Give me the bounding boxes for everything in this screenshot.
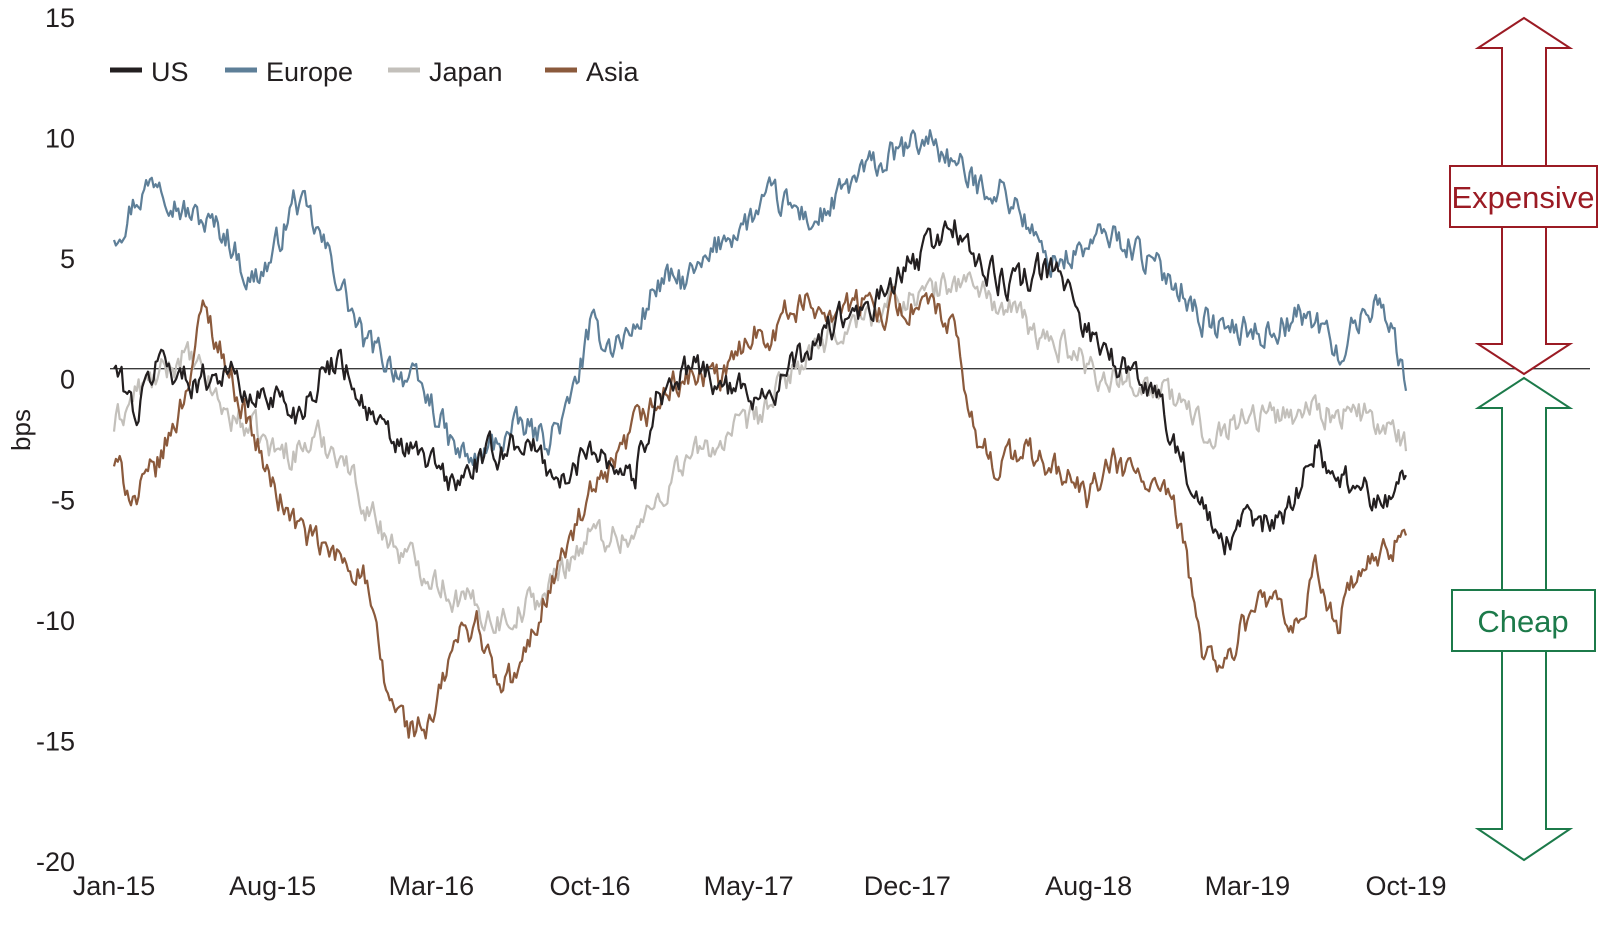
legend-label-europe: Europe (266, 57, 353, 87)
y-tick-label: -15 (36, 726, 75, 756)
x-tick-label: Aug-15 (229, 871, 316, 901)
y-tick-label: 0 (60, 365, 75, 395)
y-tick-label: 5 (60, 244, 75, 274)
legend-label-asia: Asia (586, 57, 640, 87)
valuation-arrows: Expensive Cheap (1449, 16, 1598, 862)
cheap-label-box (1451, 589, 1596, 652)
legend: US Europe Japan Asia (110, 57, 640, 87)
series-line-japan (112, 271, 1408, 634)
x-tick-label: May-17 (704, 871, 794, 901)
x-tick-label: Oct-16 (549, 871, 630, 901)
series-lines (112, 129, 1408, 740)
x-tick-label: Oct-19 (1365, 871, 1446, 901)
y-tick-label: 15 (45, 3, 75, 33)
y-tick-label: -5 (51, 485, 75, 515)
x-tick-label: Dec-17 (864, 871, 951, 901)
series-line-asia (112, 286, 1408, 740)
series-line-us (113, 219, 1407, 556)
legend-label-us: US (151, 57, 189, 87)
x-tick-label: Aug-18 (1045, 871, 1132, 901)
expensive-label: Expensive (1451, 180, 1594, 215)
y-tick-label: 10 (45, 124, 75, 154)
cheap-label: Cheap (1477, 604, 1568, 639)
x-tick-label: Jan-15 (73, 871, 156, 901)
expensive-label-box (1449, 165, 1598, 228)
y-tick-label: -20 (36, 847, 75, 877)
y-axis: 15 10 5 0 -5 -10 -15 -20 (36, 3, 75, 877)
y-tick-label: -10 (36, 606, 75, 636)
x-axis: Jan-15 Aug-15 Mar-16 Oct-16 May-17 Dec-17 Aug-… (73, 871, 1447, 901)
x-tick-label: Mar-16 (389, 871, 475, 901)
series-line-europe (112, 129, 1408, 466)
legend-label-japan: Japan (429, 57, 503, 87)
x-tick-label: Mar-19 (1205, 871, 1291, 901)
y-axis-label: bps (6, 409, 36, 451)
